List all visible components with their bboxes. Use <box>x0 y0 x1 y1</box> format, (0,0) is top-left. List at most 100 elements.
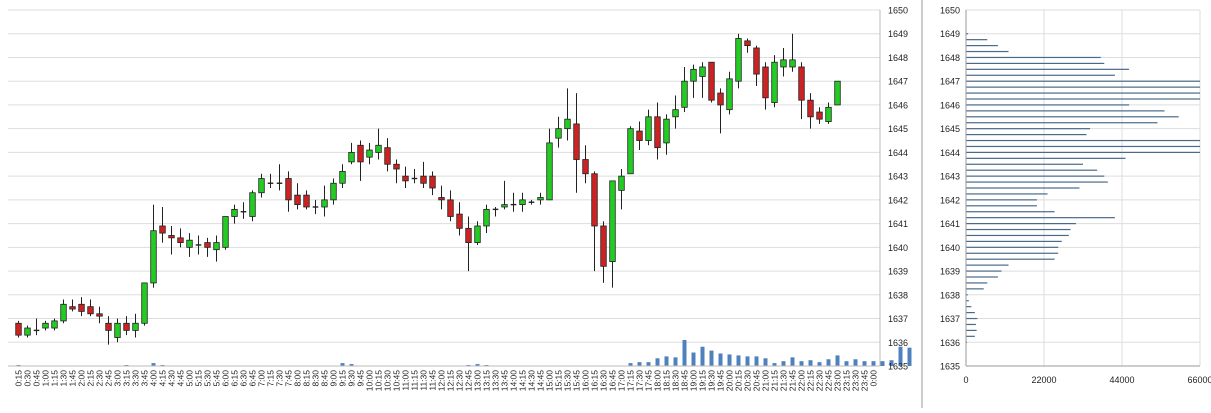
volume-bar <box>682 340 687 366</box>
profile-bar <box>966 33 969 35</box>
candle-body <box>177 237 184 243</box>
profile-bar <box>966 312 975 314</box>
candle <box>114 318 121 343</box>
candle <box>69 299 76 312</box>
time-tick-label: 4:45 <box>176 370 186 387</box>
candle <box>60 299 67 324</box>
candle <box>267 173 274 188</box>
profile-bar <box>966 288 984 290</box>
candle <box>285 171 292 212</box>
time-tick-label: 0:15 <box>14 370 24 387</box>
profile-bar <box>966 45 998 47</box>
candle-body <box>465 227 472 243</box>
time-tick-label: 4:00 <box>149 370 159 387</box>
candle-body <box>141 282 148 324</box>
profile-price-tick-label: 1641 <box>940 219 960 229</box>
candle <box>24 325 31 338</box>
candle-body <box>735 38 742 82</box>
time-tick-label: 16:30 <box>599 370 609 392</box>
profile-bar <box>966 39 988 41</box>
time-tick-label: 18:00 <box>653 370 663 392</box>
candle <box>249 190 256 222</box>
candle <box>150 204 157 288</box>
candle-body <box>627 128 634 175</box>
volume-bar <box>637 362 642 366</box>
candle <box>168 225 175 255</box>
profile-value-tick-label: 22000 <box>1031 375 1056 385</box>
candle <box>105 316 112 345</box>
candle-body <box>15 322 22 336</box>
profile-bar <box>966 86 1200 88</box>
candle-body <box>285 178 292 201</box>
profile-price-tick-label: 1644 <box>940 148 960 158</box>
candle <box>213 235 220 262</box>
candle <box>393 159 400 184</box>
profile-price-tick-label: 1650 <box>940 6 960 16</box>
volume-bar <box>628 363 633 366</box>
candle <box>735 33 742 89</box>
time-tick-label: 17:30 <box>635 370 645 392</box>
profile-bar <box>966 145 1200 148</box>
time-tick-label: 4:30 <box>167 370 177 387</box>
volume-bar <box>709 350 714 366</box>
time-tick-label: 8:00 <box>293 370 303 387</box>
volume-bar <box>880 361 885 366</box>
profile-bar <box>966 68 1130 70</box>
volume-bar <box>799 361 804 366</box>
time-tick-label: 10:45 <box>392 370 402 392</box>
time-tick-label: 18:30 <box>671 370 681 392</box>
candle <box>609 180 616 288</box>
volume-bar <box>340 363 345 366</box>
candle <box>42 320 49 331</box>
candle-body <box>474 225 481 243</box>
candle <box>726 71 733 115</box>
volume-bar <box>790 357 795 366</box>
candle-body <box>69 306 76 310</box>
profile-price-tick-label: 1649 <box>940 29 960 39</box>
time-tick-label: 6:15 <box>230 370 240 387</box>
candle-body <box>87 306 94 315</box>
time-tick-label: 14:30 <box>527 370 537 392</box>
candle-body <box>447 199 454 217</box>
candle <box>771 55 778 108</box>
time-tick-label: 11:30 <box>419 370 429 391</box>
profile-bar <box>966 335 975 337</box>
volume-bar <box>151 363 156 366</box>
candle-body <box>420 175 427 184</box>
candle <box>186 233 193 257</box>
candle-body <box>483 208 490 227</box>
candle <box>195 235 202 255</box>
candle-body <box>537 197 544 201</box>
time-tick-label: 15:15 <box>554 370 564 392</box>
candle <box>672 95 679 129</box>
candle-body <box>348 151 355 163</box>
candle-body <box>438 197 445 201</box>
candle <box>717 88 724 134</box>
time-tick-label: 1:00 <box>41 370 51 387</box>
volume-bar <box>475 364 480 366</box>
candle <box>96 306 103 324</box>
time-axis: 0:15 0:30 0:45 1:00 1:15 1:30 1:45 2:00 2:15 2:30… <box>14 370 879 392</box>
time-tick-label: 2:15 <box>86 370 96 387</box>
time-tick-label: 21:45 <box>788 370 798 392</box>
profile-bar <box>966 74 1115 76</box>
candlestick-series <box>15 33 841 345</box>
candle <box>555 116 562 148</box>
candle-body <box>402 175 409 182</box>
candle-body <box>429 175 436 189</box>
profile-bar <box>966 116 1179 118</box>
time-tick-label: 3:45 <box>140 370 150 387</box>
time-tick-label: 13:00 <box>473 370 483 392</box>
profile-bar <box>966 252 1059 254</box>
time-tick-label: 7:45 <box>284 370 294 387</box>
time-tick-label: 22:45 <box>824 370 834 392</box>
candle <box>294 183 301 210</box>
time-tick-label: 1:15 <box>50 370 60 387</box>
candle <box>15 320 22 338</box>
time-tick-label: 3:30 <box>131 370 141 387</box>
time-tick-label: 19:15 <box>698 370 708 392</box>
candle-body <box>690 68 697 82</box>
profile-bar <box>966 205 1037 207</box>
volume-bar <box>673 357 678 366</box>
